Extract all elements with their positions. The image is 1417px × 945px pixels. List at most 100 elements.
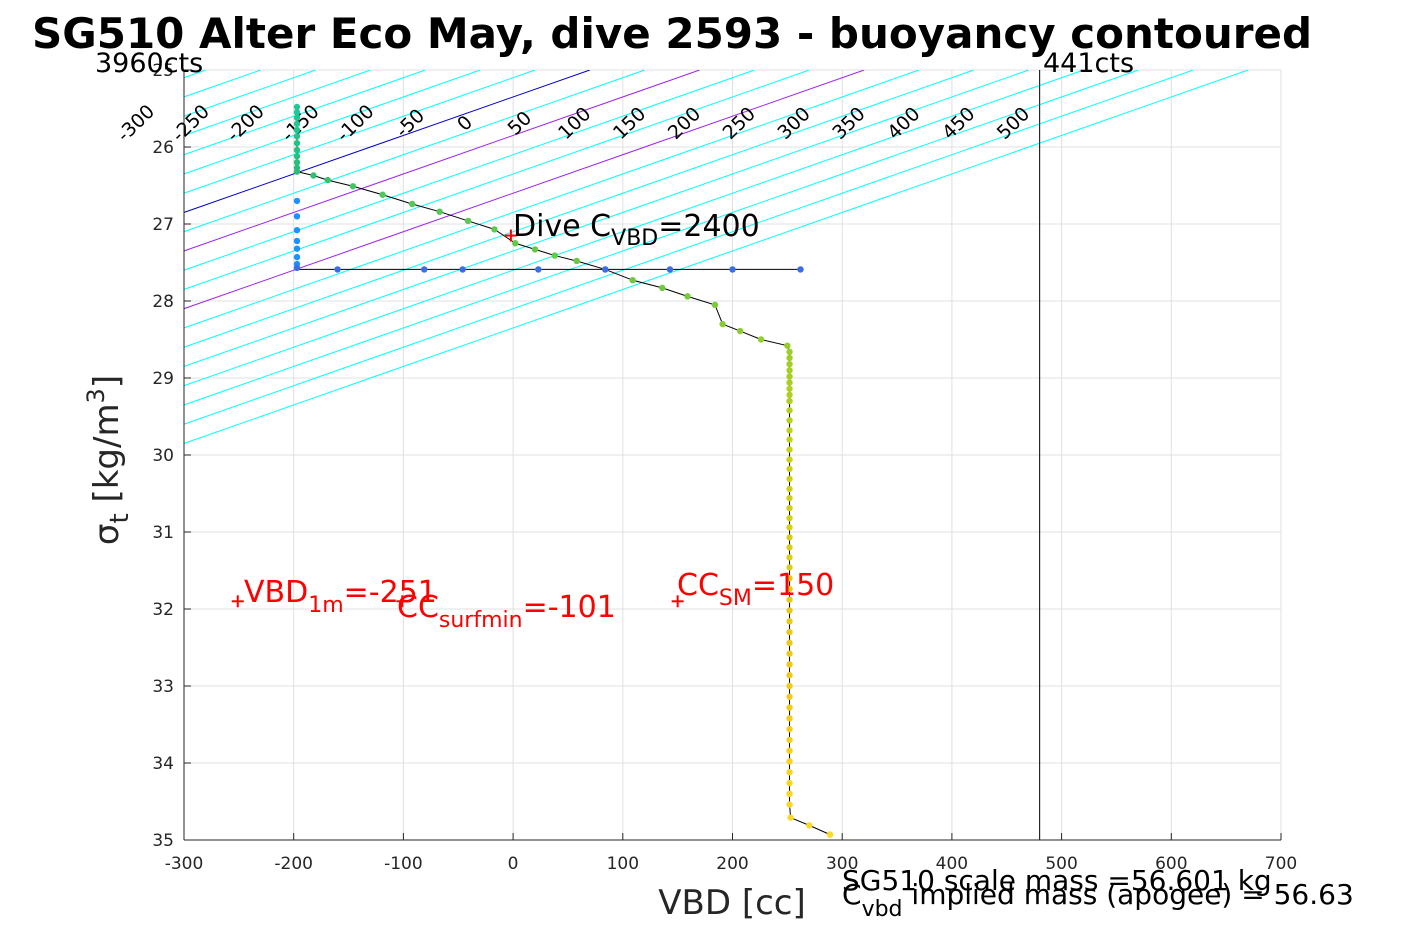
x-tick-labels: -300 -200 -100 0 100 200 300 400 500 600 700 [165,833,1297,874]
implied-mass-pre: C [842,878,862,911]
y-tick-label: 35 [152,831,174,851]
profile-point [786,736,793,744]
cc-sm-marker [671,595,684,608]
cc-surfmin-post: =-101 [523,590,616,625]
y-tick-label: 25 [152,61,174,81]
climb-point [293,226,301,234]
profile-point [349,183,357,190]
profile-point [786,769,793,776]
x-tick-label: 300 [826,854,858,874]
y-tick-label: 31 [152,523,174,543]
profile-point [786,524,793,531]
profile-point [786,650,793,657]
profile-point [786,485,793,493]
x-tick-label: 500 [1045,854,1077,874]
dive-cvbd-post: =2400 [658,209,759,244]
y-axis-unit-sup: 3 [82,388,110,403]
profile-point [786,779,793,787]
profile-point [786,618,793,625]
implied-mass-post: implied mass (apogee) = 56.63 [903,878,1354,911]
x-tick-label: -200 [274,854,313,874]
climb-point [729,266,736,273]
climb-point [666,266,674,273]
contour-line [184,70,975,348]
profile-point [719,320,726,328]
grid-lines [183,69,1282,841]
profile-point [784,342,791,349]
profile-point [786,693,793,700]
contour-line [184,70,1029,367]
contour-line [184,70,1084,387]
dive-cvbd-pre: Dive C [513,209,611,244]
vbd-1m-label: VBD1m=-251 [244,575,437,618]
profile-point [786,360,793,368]
y-tick-label: 29 [152,369,174,389]
profile-point [293,126,301,134]
cc-sm-sub: SM [719,586,752,611]
implied-mass-sub: vbd [862,897,903,922]
scale-mass-text: SG510 scale mass =56.601 kg [842,864,1272,897]
profile-point [786,391,793,399]
contour-line [184,70,810,290]
cc-surfmin-label: CCsurfmin=-101 [397,590,616,633]
profile-point [786,514,793,522]
profile-point [786,725,793,733]
profile-point [786,661,793,668]
x-tick-label: 100 [607,854,639,874]
chart-title: SG510 Alter Eco May, dive 2593 - buoyanc… [32,9,1312,58]
climb-point [602,266,609,273]
profile-point [293,103,301,111]
y-axis-unit: [kg/m [87,403,127,513]
profile-point [786,585,793,593]
dive-cvbd-sub: VBD [611,226,658,251]
cc-sm-post: =150 [752,568,834,603]
profile-point [786,607,793,614]
profile-point [786,544,793,551]
profile-point [757,336,765,343]
profile-point [531,246,539,253]
profile-point [436,208,443,215]
profile-point [786,465,793,473]
profile-point [293,120,301,128]
profile-point [786,373,793,380]
climb-point [421,266,428,273]
x-tick-label: -300 [165,854,204,874]
contour-line [184,70,1249,444]
implied-mass-text: Cvbd implied mass (apogee) = 56.63 [842,878,1354,922]
profile-point [786,379,793,386]
profile-point [786,417,793,424]
y-tick-label: 34 [152,754,174,774]
climb-point [535,266,542,273]
profile-point [293,146,301,154]
y-axis-subscript: t [105,513,135,523]
profile-series [293,103,834,838]
profile-point [786,575,793,582]
profile-point [629,277,636,284]
contour-line [184,70,920,329]
profile-point [786,475,793,483]
profile-point [786,747,793,754]
profile-point [684,293,691,300]
profile-point [786,348,793,356]
climb-point [334,266,341,273]
contour-line [184,70,755,271]
climb-point [293,264,301,272]
profile-point [736,327,744,335]
profile-point [806,822,813,829]
profile-point [786,801,793,808]
contour-line [184,70,591,213]
profile-point [786,682,793,690]
profile-point [786,628,793,636]
profile-point [786,504,793,512]
profile-point [310,172,317,179]
climb-point [293,197,301,205]
x-tick-label: 0 [508,854,519,874]
profile-point [786,385,793,392]
x-tick-label: 600 [1155,854,1187,874]
y-axis-symbol: σ [87,524,127,546]
profile-point [786,639,793,647]
x-tick-label: 200 [716,854,748,874]
climb-point [797,266,804,273]
contour-line [184,70,1194,425]
vbd-1m-post: =-251 [344,575,437,610]
